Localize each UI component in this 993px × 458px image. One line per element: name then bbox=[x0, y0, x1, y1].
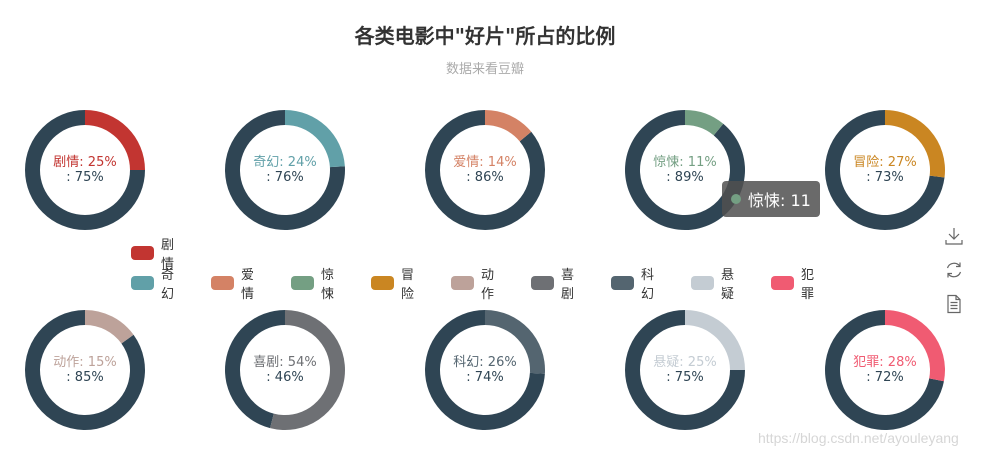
watermark: https://blog.csdn.net/ayouleyang bbox=[758, 430, 959, 446]
legend-label: 科幻 bbox=[641, 268, 655, 302]
legend-swatch bbox=[771, 276, 795, 290]
donut-slice-value[interactable] bbox=[485, 110, 532, 142]
legend-item-3[interactable]: 惊悚 bbox=[291, 268, 341, 302]
donut-label: 爱情: 14% bbox=[453, 155, 516, 170]
legend-swatch bbox=[531, 276, 555, 290]
legend-swatch bbox=[691, 276, 715, 290]
legend-item-1[interactable]: 奇幻 bbox=[131, 268, 181, 302]
donut-remainder-label: : 46% bbox=[266, 370, 303, 385]
legend-item-4[interactable]: 冒险 bbox=[371, 268, 421, 302]
donut-remainder-label: : 72% bbox=[866, 370, 903, 385]
donut-label: 悬疑: 25% bbox=[653, 354, 716, 370]
donut-remainder-label: : 85% bbox=[66, 370, 103, 385]
donut-label: 奇幻: 24% bbox=[253, 154, 316, 170]
legend-item-5[interactable]: 动作 bbox=[451, 268, 501, 302]
donut-remainder-label: : 73% bbox=[866, 170, 903, 185]
donut-remainder-label: : 75% bbox=[666, 370, 703, 385]
donut-label: 科幻: 26% bbox=[453, 355, 516, 370]
legend-label: 犯罪 bbox=[801, 268, 815, 302]
tooltip-text: 惊悚: 11 bbox=[748, 191, 811, 210]
legend-label: 喜剧 bbox=[561, 268, 575, 302]
legend-item-2[interactable]: 爱情 bbox=[211, 268, 261, 302]
download-icon bbox=[945, 228, 963, 245]
donut-slice-value[interactable] bbox=[85, 310, 134, 344]
legend-swatch bbox=[451, 276, 475, 290]
donut-slice-remainder[interactable] bbox=[225, 310, 285, 429]
legend-label: 动作 bbox=[481, 268, 495, 302]
chart-subtitle: 数据来看豆瓣 bbox=[445, 62, 524, 77]
donut-3: 惊悚: 11%: 89% bbox=[625, 110, 746, 230]
donut-4: 冒险: 27%: 73% bbox=[825, 110, 945, 230]
legend-swatch bbox=[131, 246, 155, 260]
donut-label: 剧情: 25% bbox=[53, 155, 116, 170]
donut-1: 奇幻: 24%: 76% bbox=[225, 110, 345, 231]
donut-6: 喜剧: 54%: 46% bbox=[225, 310, 346, 431]
donut-5: 动作: 15%: 85% bbox=[24, 310, 145, 431]
restore-button[interactable] bbox=[942, 258, 966, 282]
legend-swatch bbox=[371, 276, 395, 290]
data-view-button[interactable] bbox=[942, 292, 966, 316]
donut-slice-value[interactable] bbox=[885, 310, 945, 382]
toolbox bbox=[942, 224, 966, 326]
donut-slice-value[interactable] bbox=[285, 110, 345, 168]
legend-label: 悬疑 bbox=[721, 268, 735, 302]
legend-label: 剧情 bbox=[161, 238, 175, 272]
donut-slice-value[interactable] bbox=[885, 110, 945, 178]
donut-slice-value[interactable] bbox=[685, 310, 745, 370]
legend-item-9[interactable]: 犯罪 bbox=[771, 268, 821, 302]
donut-remainder-label: : 74% bbox=[466, 370, 503, 385]
legend-label: 冒险 bbox=[401, 268, 415, 302]
legend-swatch bbox=[291, 276, 315, 290]
donut-slice-value[interactable] bbox=[485, 310, 545, 374]
donut-7: 科幻: 26%: 74% bbox=[424, 310, 545, 430]
donut-slice-value[interactable] bbox=[270, 310, 346, 431]
donut-remainder-label: : 75% bbox=[66, 170, 103, 185]
legend-item-8[interactable]: 悬疑 bbox=[691, 268, 741, 302]
donut-0: 剧情: 25%: 75% bbox=[25, 110, 146, 231]
donut-slice-value[interactable] bbox=[685, 110, 724, 136]
legend-swatch bbox=[611, 276, 635, 290]
legend-item-7[interactable]: 科幻 bbox=[611, 268, 661, 302]
tooltip: 惊悚: 11 bbox=[722, 181, 820, 217]
donut-label: 冒险: 27% bbox=[853, 155, 916, 170]
legend-item-6[interactable]: 喜剧 bbox=[531, 268, 581, 302]
tooltip-series-marker bbox=[731, 194, 741, 204]
donut-remainder-label: : 89% bbox=[666, 170, 703, 185]
legend-swatch bbox=[211, 276, 235, 290]
legend-label: 奇幻 bbox=[161, 268, 175, 302]
donut-2: 爱情: 14%: 86% bbox=[424, 110, 545, 230]
donut-8: 悬疑: 25%: 75% bbox=[625, 310, 745, 431]
donut-remainder-label: : 76% bbox=[266, 170, 303, 185]
donut-slice-value[interactable] bbox=[85, 110, 145, 170]
legend-item-0[interactable]: 剧情 bbox=[131, 238, 181, 272]
donut-label: 犯罪: 28% bbox=[853, 355, 916, 370]
donut-label: 惊悚: 11% bbox=[653, 155, 716, 170]
save-as-image-button[interactable] bbox=[942, 224, 966, 248]
document-icon bbox=[947, 294, 961, 314]
legend-swatch bbox=[131, 276, 155, 290]
refresh-icon bbox=[946, 262, 962, 278]
donut-9: 犯罪: 28%: 72% bbox=[825, 310, 945, 431]
donut-label: 喜剧: 54% bbox=[253, 355, 316, 370]
donut-label: 动作: 15% bbox=[53, 355, 116, 370]
chart-title: 各类电影中"好片"所占的比例 bbox=[354, 24, 616, 48]
legend-label: 爱情 bbox=[241, 268, 255, 302]
donut-remainder-label: : 86% bbox=[466, 170, 503, 185]
legend-label: 惊悚 bbox=[321, 268, 335, 302]
